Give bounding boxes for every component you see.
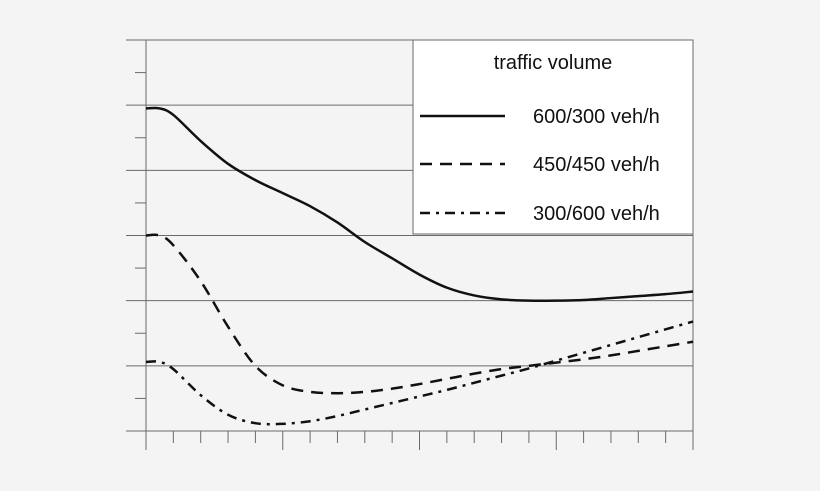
legend-label-3: 300/600 veh/h [533, 203, 660, 225]
legend: traffic volume 600/300 veh/h 450/450 veh… [412, 39, 694, 235]
grid [126, 39, 693, 432]
legend-title: traffic volume [494, 52, 613, 74]
series-line-solid [145, 106, 694, 303]
series-line-dashed [145, 233, 694, 395]
legend-label-2: 450/450 veh/h [533, 154, 660, 176]
legend-label-1: 600/300 veh/h [533, 106, 660, 128]
curves [145, 106, 694, 426]
series-line-dash-dot [145, 320, 694, 426]
